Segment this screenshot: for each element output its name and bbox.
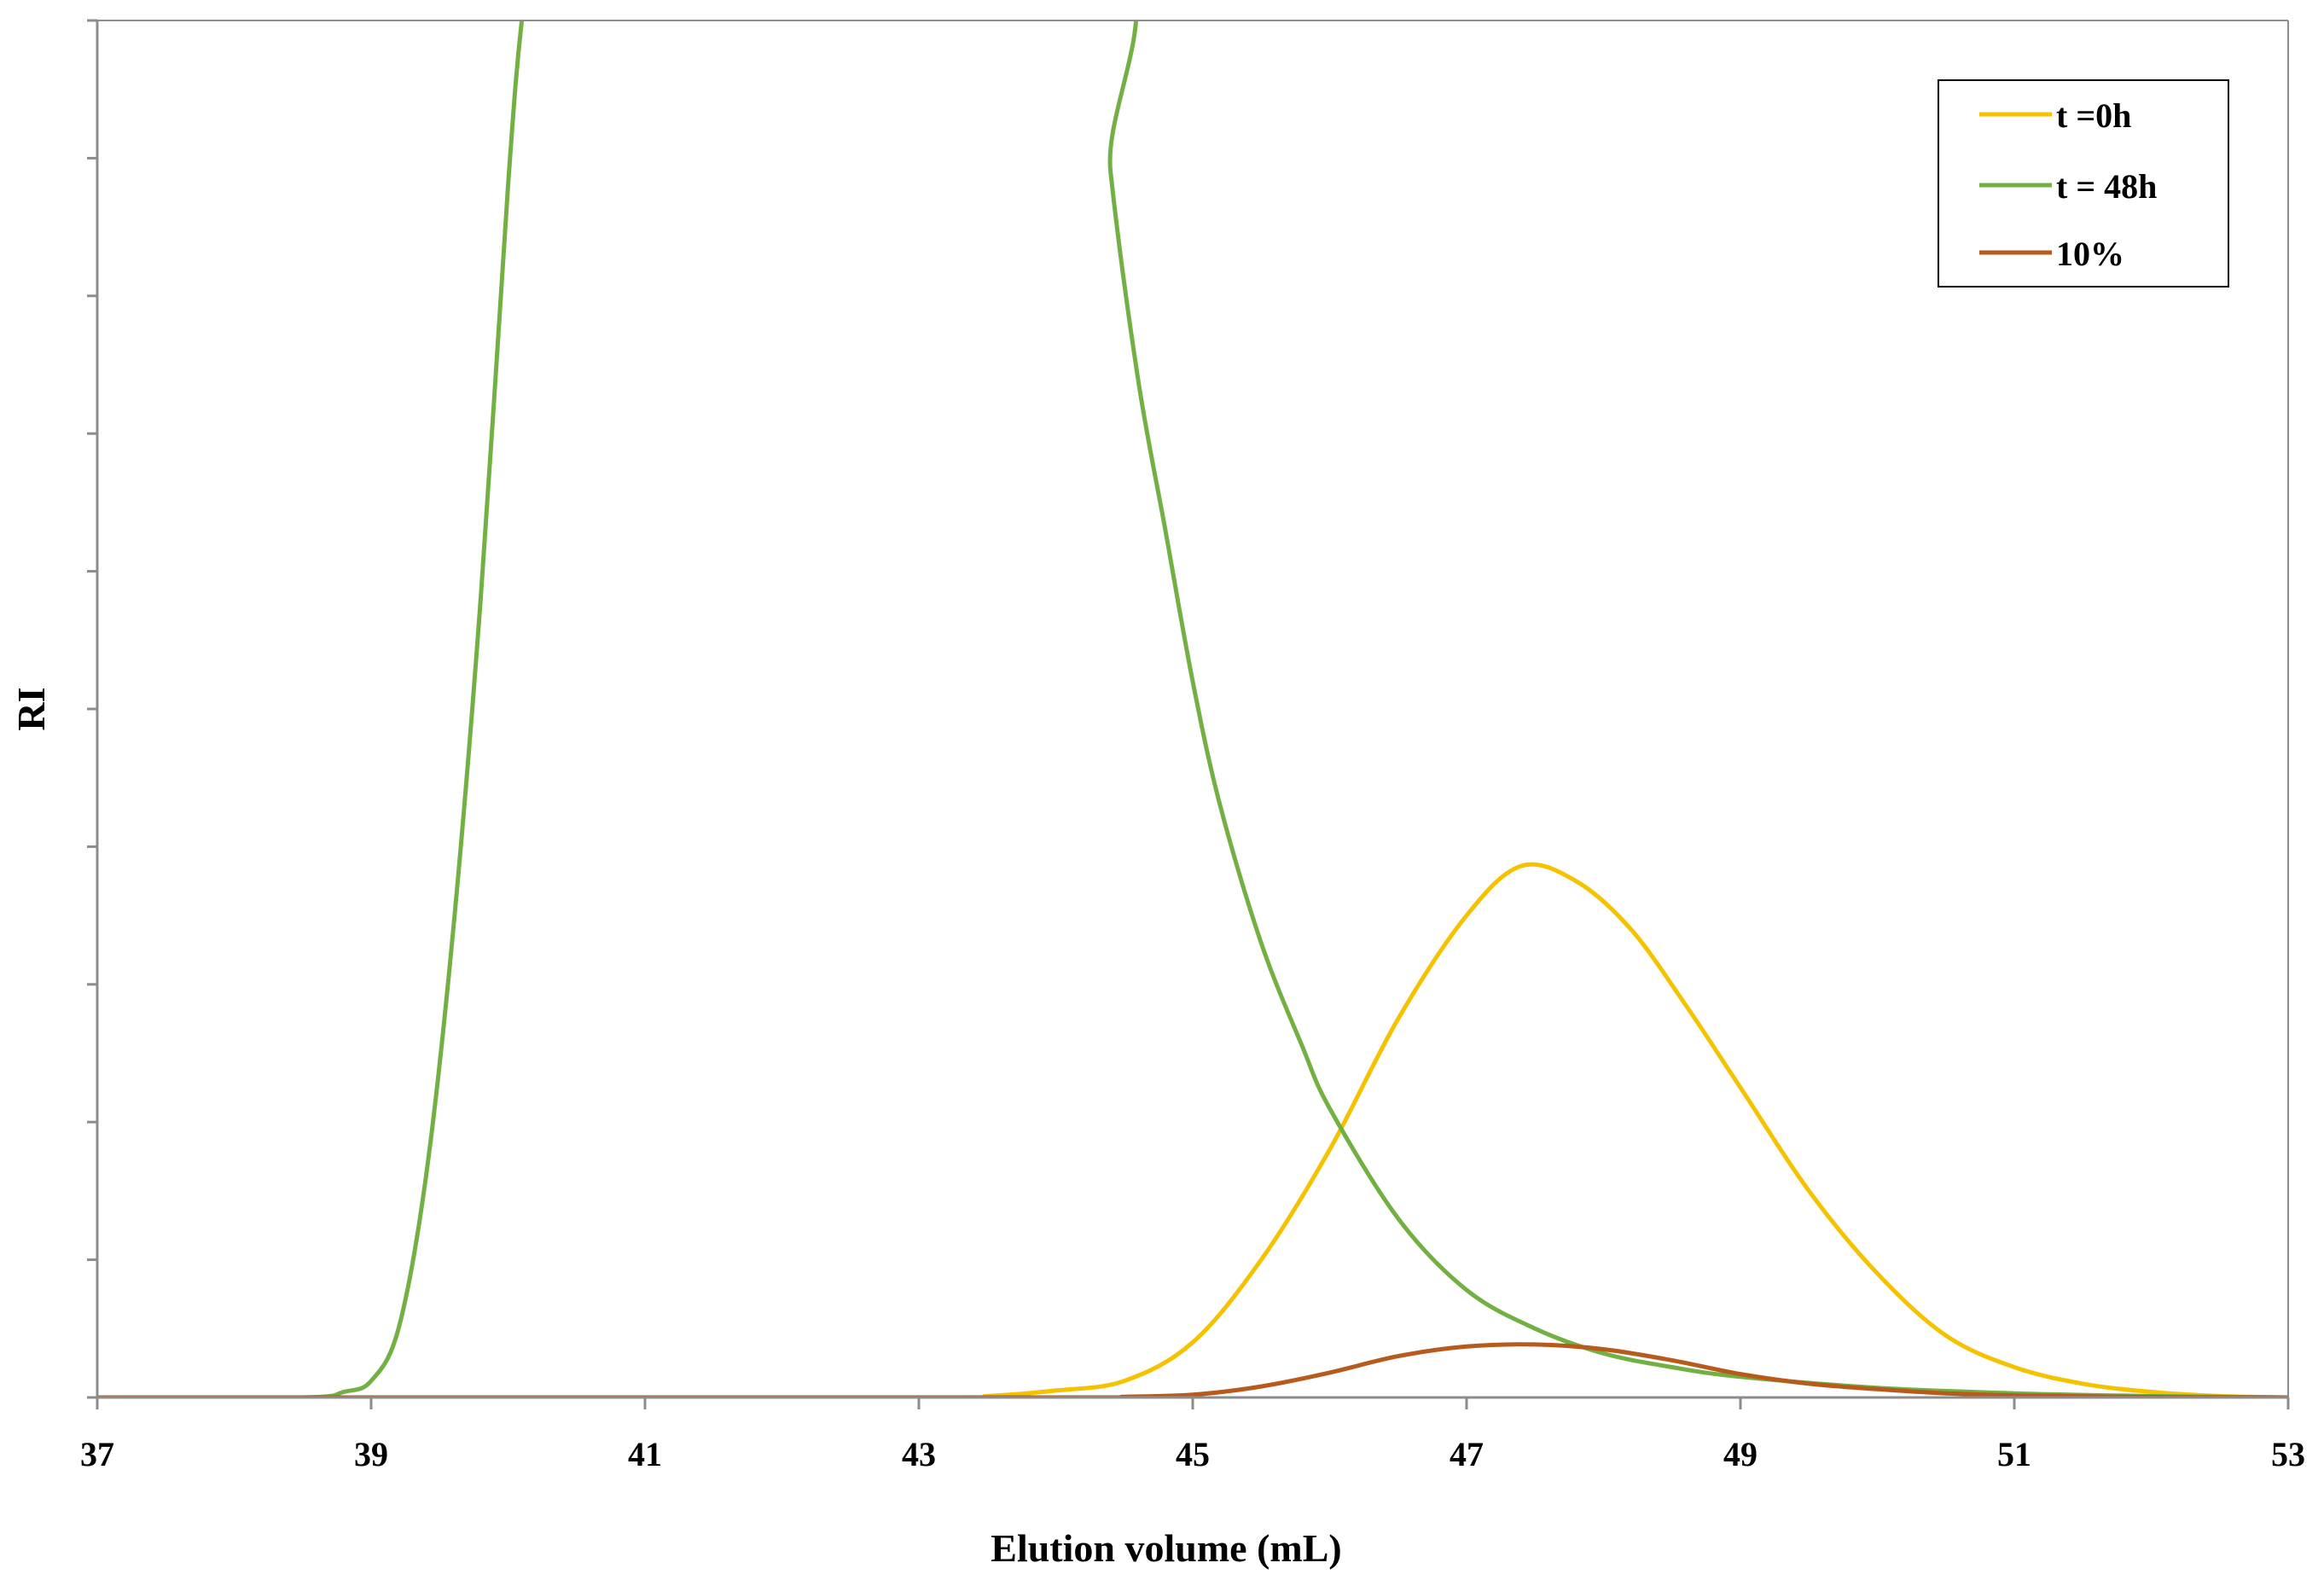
x-tick-label: 41 bbox=[628, 1435, 662, 1473]
x-tick-label: 51 bbox=[1997, 1435, 2031, 1473]
y-axis-label: RI bbox=[9, 687, 53, 730]
series-line-t48h bbox=[97, 20, 2288, 1397]
x-tick-label: 43 bbox=[902, 1435, 936, 1473]
x-tick-label: 37 bbox=[80, 1435, 114, 1473]
legend-label-10pct: 10% bbox=[2056, 235, 2124, 273]
x-tick-label: 49 bbox=[1723, 1435, 1758, 1473]
legend-label-t0h: t =0h bbox=[2056, 96, 2131, 135]
x-tick-label: 45 bbox=[1176, 1435, 1210, 1473]
x-tick-label: 47 bbox=[1450, 1435, 1484, 1473]
plot-area bbox=[97, 20, 2288, 1397]
legend: t =0h t = 48h 10% bbox=[1938, 79, 2229, 288]
y-axis-ticks bbox=[87, 19, 97, 1399]
x-tick-label: 39 bbox=[354, 1435, 388, 1473]
x-tick-label: 53 bbox=[2271, 1435, 2305, 1473]
legend-label-t48h: t = 48h bbox=[2056, 167, 2157, 206]
x-axis-ticks: 37 39 41 43 45 47 49 51 53 bbox=[80, 1397, 2305, 1473]
x-axis-label: Elution volume (mL) bbox=[991, 1526, 1341, 1570]
